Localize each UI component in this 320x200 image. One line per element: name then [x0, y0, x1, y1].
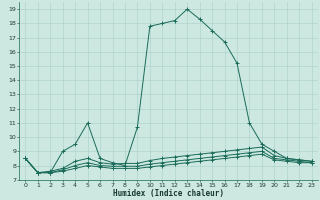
- X-axis label: Humidex (Indice chaleur): Humidex (Indice chaleur): [113, 189, 224, 198]
